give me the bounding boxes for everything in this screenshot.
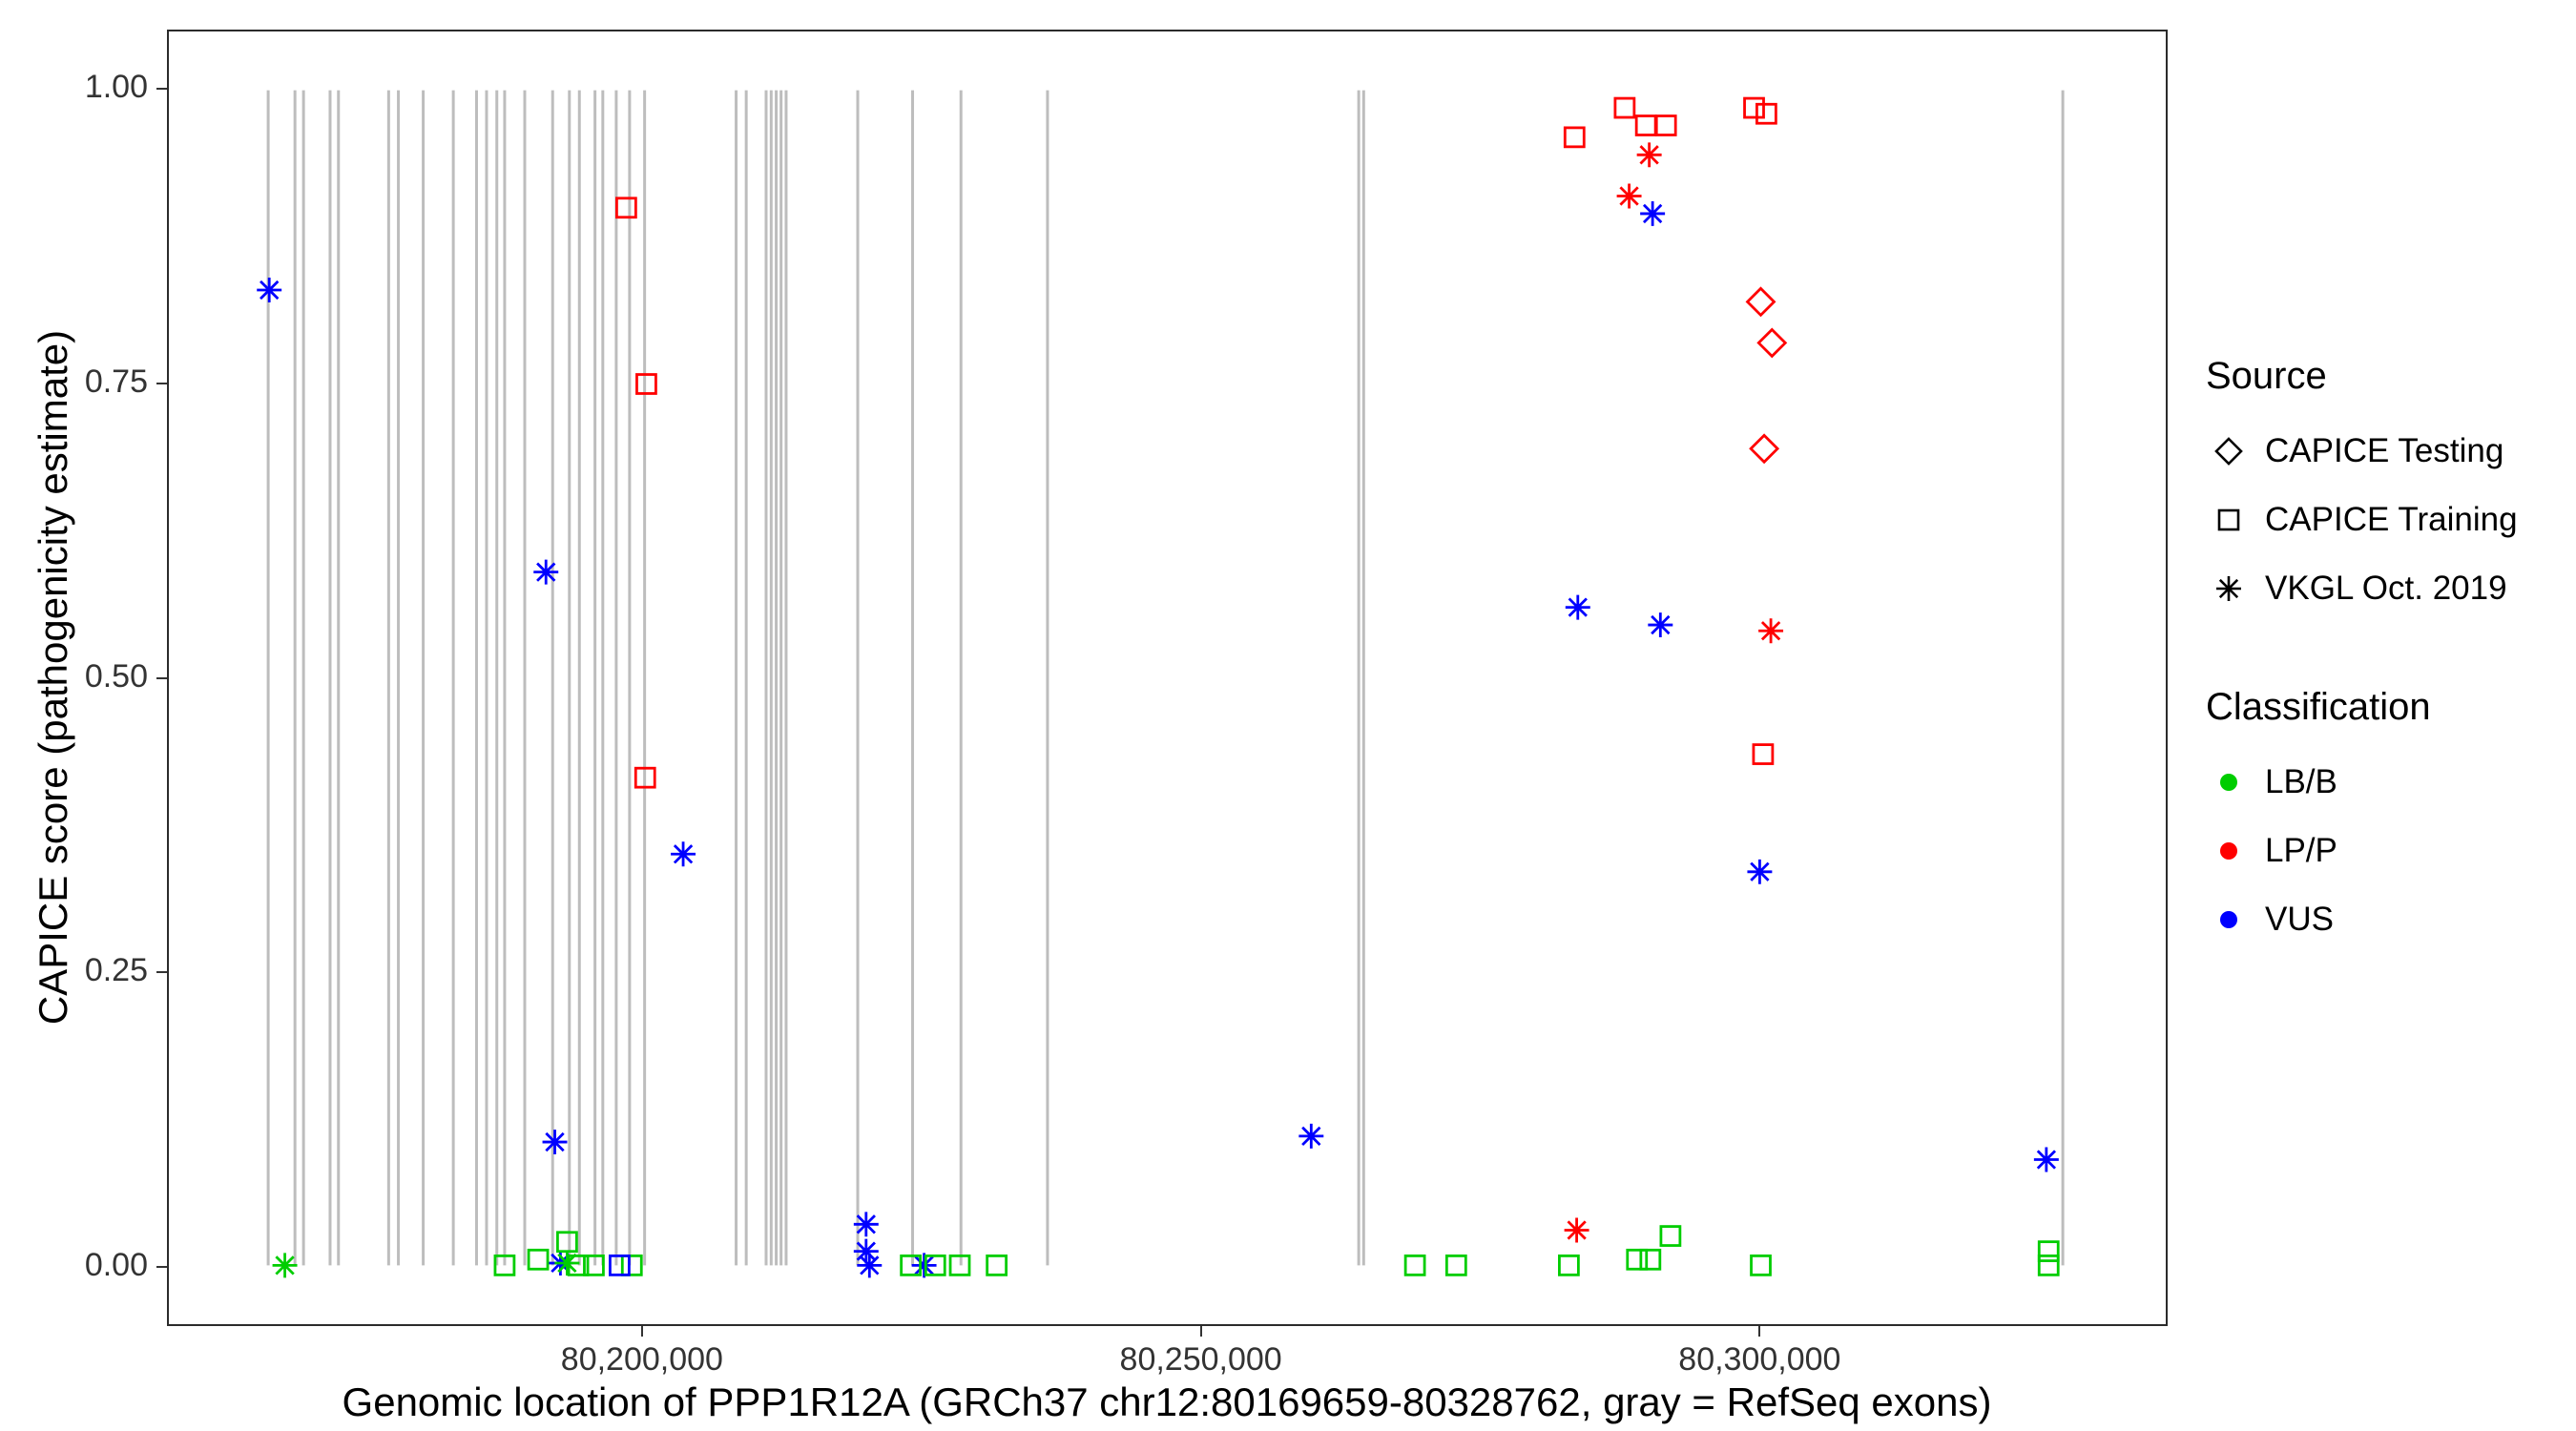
x-tick-label: 80,300,000	[1678, 1341, 1841, 1378]
legend-source-title: Source	[2206, 355, 2327, 397]
data-point-square	[620, 1255, 643, 1276]
legend-classification-section: Classification LB/B LP/P VUS	[2206, 686, 2568, 954]
color-dot-icon	[2220, 774, 2237, 791]
y-tick-mark	[156, 971, 167, 974]
data-point-square	[900, 1255, 922, 1276]
data-point-square	[986, 1255, 1008, 1276]
data-point-square	[493, 1255, 516, 1276]
legend-classification-title: Classification	[2206, 686, 2431, 728]
data-point-asterisk	[2033, 1147, 2059, 1172]
data-point-square	[1755, 102, 1777, 125]
legend-classification-items: LB/B LP/P VUS	[2206, 748, 2568, 954]
data-point-square	[1752, 743, 1775, 765]
x-axis: 80,200,000 80,250,000 80,300,000	[167, 1326, 2168, 1402]
data-point-asterisk	[272, 1253, 298, 1278]
data-point-asterisk	[1298, 1123, 1324, 1149]
y-tick-mark	[156, 87, 167, 90]
data-point-asterisk	[671, 841, 696, 867]
data-point-asterisk	[853, 1212, 879, 1237]
data-point-square	[1626, 1248, 1649, 1271]
data-point-square	[1563, 126, 1586, 149]
data-point-square	[1659, 1225, 1682, 1247]
legend-label: LP/P	[2265, 832, 2337, 869]
plot-svg	[257, 90, 2065, 1278]
x-tick-mark	[640, 1326, 643, 1337]
data-point-asterisk	[1636, 142, 1662, 168]
legend-item-source: VKGL Oct. 2019	[2206, 554, 2568, 623]
data-point-square	[1403, 1255, 1426, 1276]
data-point-square	[1634, 114, 1657, 136]
color-dot-icon	[2220, 911, 2237, 928]
data-point-asterisk	[1616, 183, 1642, 209]
y-tick-mark	[156, 1266, 167, 1269]
legend-item-classification: LB/B	[2206, 748, 2568, 817]
square-key-icon	[2217, 508, 2240, 531]
data-point-square	[556, 1231, 578, 1254]
legend-item-classification: VUS	[2206, 885, 2568, 954]
y-tick-label: 1.00	[84, 68, 148, 105]
data-point-square	[609, 1255, 631, 1276]
data-point-asterisk	[1747, 859, 1773, 884]
y-tick-label: 0.25	[84, 952, 148, 989]
data-point-asterisk	[1565, 594, 1590, 620]
data-point-square	[2037, 1240, 2060, 1262]
data-point-square	[1639, 1248, 1662, 1271]
data-point-square	[567, 1255, 590, 1276]
data-point-square	[948, 1255, 971, 1276]
x-tick-label: 80,250,000	[1119, 1341, 1282, 1378]
data-point-square	[634, 766, 656, 789]
plot-panel	[167, 30, 2168, 1326]
data-point-asterisk	[1758, 618, 1784, 644]
data-point-diamond	[1756, 327, 1788, 359]
data-point-square	[1613, 96, 1636, 119]
data-point-square	[924, 1255, 946, 1276]
legend: Source CAPICE Testing CAPICE Training VKGL…	[2206, 355, 2568, 954]
data-point-square	[583, 1255, 605, 1276]
legend-item-classification: LP/P	[2206, 817, 2568, 885]
legend-label: CAPICE Testing	[2265, 432, 2504, 469]
data-point-asterisk	[1564, 1217, 1589, 1243]
data-point-asterisk	[1640, 200, 1666, 226]
data-point-asterisk	[542, 1130, 568, 1155]
x-tick-mark	[1199, 1326, 1202, 1337]
data-point-square	[527, 1248, 550, 1271]
data-point-square	[2037, 1255, 2060, 1276]
data-point-diamond	[1749, 433, 1780, 465]
y-tick-mark	[156, 676, 167, 679]
x-tick-label: 80,200,000	[560, 1341, 723, 1378]
y-tick-mark	[156, 382, 167, 384]
legend-label: VUS	[2265, 901, 2334, 938]
data-point-asterisk	[554, 1251, 580, 1275]
legend-label: LB/B	[2265, 763, 2337, 800]
data-point-square	[1444, 1255, 1467, 1276]
y-tick-label: 0.75	[84, 363, 148, 400]
x-tick-mark	[1758, 1326, 1761, 1337]
legend-source-section: Source CAPICE Testing CAPICE Training VKGL…	[2206, 355, 2568, 623]
y-tick-label: 0.50	[84, 657, 148, 695]
data-point-square	[635, 373, 657, 395]
data-point-asterisk	[857, 1253, 883, 1278]
legend-label: VKGL Oct. 2019	[2265, 570, 2507, 607]
data-point-square	[1654, 114, 1677, 136]
data-point-asterisk	[257, 278, 282, 302]
color-dot-icon	[2220, 842, 2237, 860]
data-point-square	[615, 197, 637, 219]
data-point-asterisk	[1648, 612, 1673, 638]
x-axis-title: Genomic location of PPP1R12A (GRCh37 chr…	[342, 1379, 1992, 1424]
legend-item-source: CAPICE Training	[2206, 486, 2568, 554]
data-point-asterisk	[533, 559, 559, 585]
y-axis: 0.00 0.25 0.50 0.75 1.00	[0, 30, 167, 1326]
legend-source-items: CAPICE Testing CAPICE Training VKGL Oct. 2…	[2206, 417, 2568, 623]
data-point-square	[1743, 96, 1765, 119]
asterisk-key-icon	[2216, 576, 2241, 601]
legend-label: CAPICE Training	[2265, 501, 2518, 538]
data-point-diamond	[1745, 286, 1776, 318]
legend-item-source: CAPICE Testing	[2206, 417, 2568, 486]
diamond-key-icon	[2214, 437, 2243, 466]
data-point-square	[1558, 1255, 1580, 1276]
y-tick-label: 0.00	[84, 1247, 148, 1284]
data-point-square	[1750, 1255, 1772, 1276]
